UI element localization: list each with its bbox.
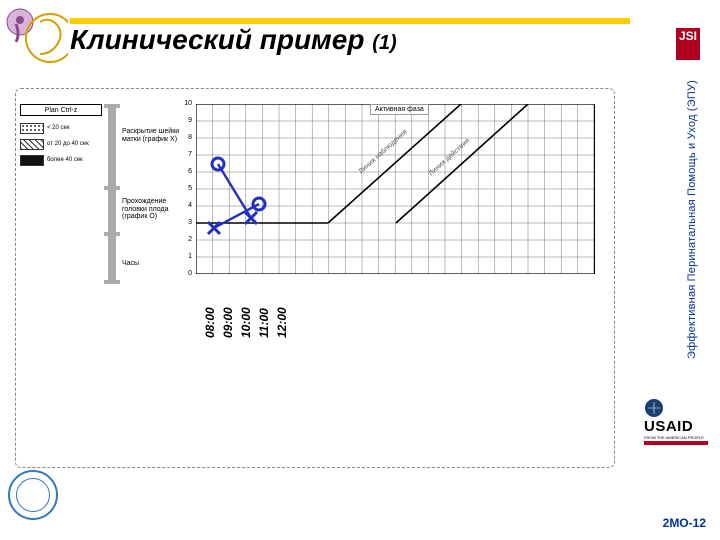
y-tick: 3 (182, 219, 192, 226)
y-tick: 6 (182, 168, 192, 175)
slide-number: 2MO-12 (663, 516, 706, 530)
title-number: (1) (372, 32, 396, 54)
usaid-logo: USAID FROM THE AMERICAN PEOPLE (644, 398, 708, 445)
time-label: 09:00 (221, 307, 235, 338)
time-label: 08:00 (203, 307, 217, 338)
scale-bar (108, 104, 116, 284)
usaid-band (644, 441, 708, 445)
jsi-logo: JSI (676, 28, 700, 60)
label-head: Прохождение головки плода (график O) (122, 198, 182, 221)
y-tick: 10 (182, 100, 192, 107)
who-logo (8, 470, 58, 520)
scale-cap-top (104, 104, 120, 108)
y-tick: 8 (182, 134, 192, 141)
label-cervix: Раскрытие шейки матки (график X) (122, 128, 182, 143)
time-label: 12:00 (275, 307, 289, 338)
y-tick: 4 (182, 202, 192, 209)
legend-label: от 20 до 40 сек (47, 141, 89, 147)
y-tick: 0 (182, 270, 192, 277)
y-tick: 9 (182, 117, 192, 124)
y-tick: 1 (182, 253, 192, 260)
legend-label: < 20 сек (47, 125, 69, 131)
time-label: 10:00 (239, 307, 253, 338)
legend-swatch (20, 123, 44, 134)
slide: Клинический пример (1) Plan Ctrl-z < 20 … (0, 0, 720, 540)
scale-cap-bottom (104, 280, 120, 284)
plot-marks (196, 104, 596, 274)
legend-row: от 20 до 40 сек (20, 138, 102, 150)
slide-title: Клинический пример (1) (70, 24, 397, 56)
scale-cap-mid2 (104, 232, 120, 236)
maternal-logo (6, 8, 68, 70)
course-title-vertical: Эффективная Перинатальная Помощь и Уход … (686, 80, 698, 359)
legend-title: Plan Ctrl-z (20, 104, 102, 116)
legend-row: < 20 сек (20, 122, 102, 134)
usaid-tagline: FROM THE AMERICAN PEOPLE (644, 435, 708, 440)
contraction-legend: Plan Ctrl-z < 20 сек от 20 до 40 сек более… (20, 104, 102, 170)
y-tick: 7 (182, 151, 192, 158)
label-hours: Часы (122, 260, 172, 268)
y-tick: 5 (182, 185, 192, 192)
legend-row: более 40 сек (20, 154, 102, 166)
legend-swatch (20, 155, 44, 166)
title-main: Клинический пример (70, 24, 364, 55)
y-tick: 2 (182, 236, 192, 243)
legend-swatch (20, 139, 44, 150)
legend-label: более 40 сек (47, 157, 83, 163)
scale-cap-mid1 (104, 186, 120, 190)
time-label: 11:00 (257, 308, 271, 338)
